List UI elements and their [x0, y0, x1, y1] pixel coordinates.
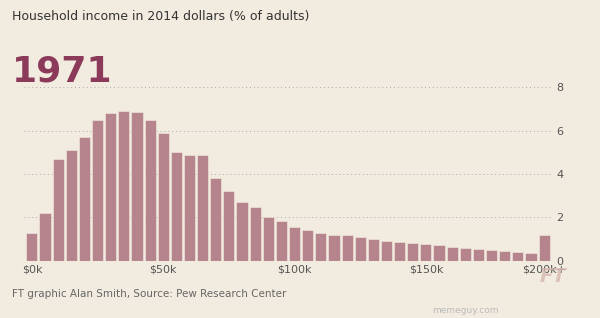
Bar — [92, 120, 103, 261]
Bar — [499, 251, 510, 261]
Bar — [145, 120, 155, 261]
Bar — [184, 155, 195, 261]
Bar — [407, 243, 418, 261]
Bar — [328, 235, 340, 261]
Text: 1971: 1971 — [12, 54, 113, 88]
Bar — [394, 242, 405, 261]
Bar — [250, 207, 261, 261]
Bar — [79, 137, 90, 261]
Bar — [210, 178, 221, 261]
Bar — [512, 252, 523, 261]
Bar — [53, 159, 64, 261]
Bar — [315, 232, 326, 261]
Bar — [26, 232, 37, 261]
Bar — [341, 235, 353, 261]
Bar — [302, 231, 313, 261]
Bar — [131, 112, 143, 261]
Text: memeguy.com: memeguy.com — [432, 306, 499, 315]
Bar — [473, 249, 484, 261]
Bar — [105, 113, 116, 261]
Bar — [526, 253, 536, 261]
Bar — [118, 111, 130, 261]
Bar — [223, 191, 235, 261]
Bar — [368, 239, 379, 261]
Text: Household income in 2014 dollars (% of adults): Household income in 2014 dollars (% of a… — [12, 10, 310, 23]
Bar — [539, 235, 550, 261]
Text: FT: FT — [540, 267, 566, 286]
Bar — [355, 237, 366, 261]
Bar — [236, 202, 248, 261]
Bar — [460, 248, 471, 261]
Bar — [263, 218, 274, 261]
Bar — [289, 227, 300, 261]
Bar — [381, 241, 392, 261]
Bar — [276, 221, 287, 261]
Bar — [171, 152, 182, 261]
Bar — [446, 247, 458, 261]
Text: FT graphic Alan Smith, Source: Pew Research Center: FT graphic Alan Smith, Source: Pew Resea… — [12, 289, 286, 299]
Bar — [486, 250, 497, 261]
Bar — [158, 133, 169, 261]
Bar — [66, 150, 77, 261]
Bar — [40, 213, 50, 261]
Bar — [197, 155, 208, 261]
Bar — [433, 245, 445, 261]
Bar — [421, 245, 431, 261]
